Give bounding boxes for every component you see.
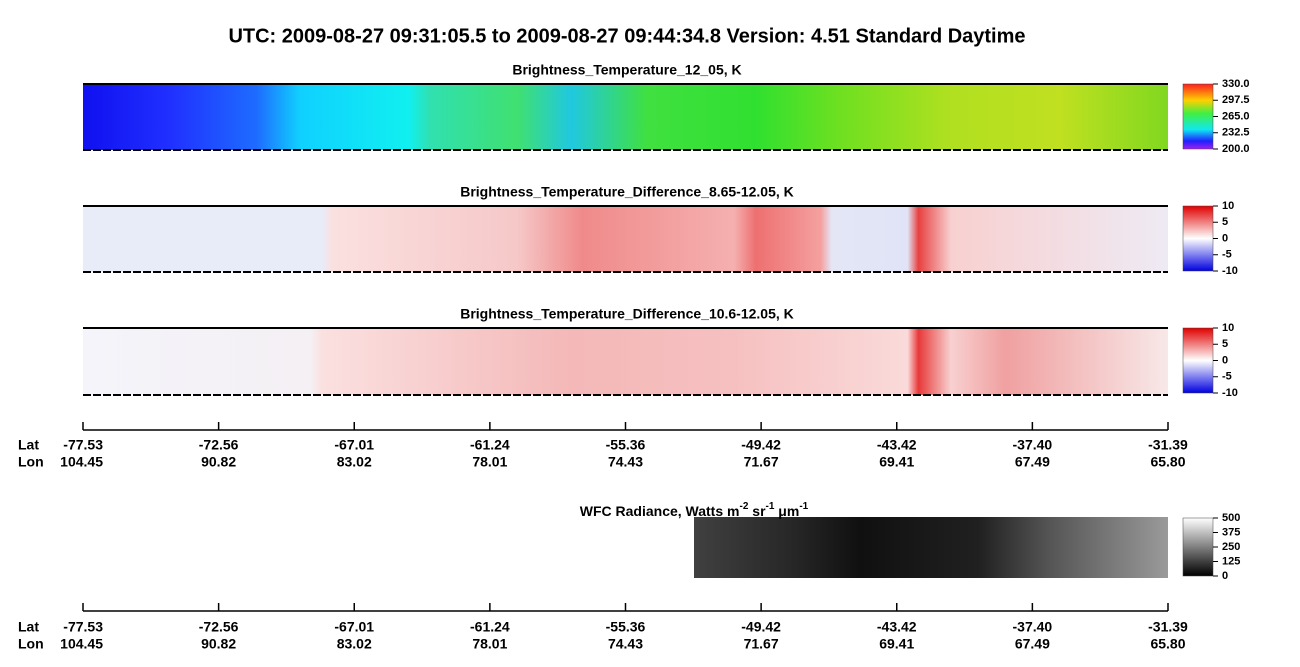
- panel-borders: [83, 83, 1168, 396]
- colorbar-tick-label: -10: [1222, 387, 1238, 399]
- colorbar-tick-label: 297.5: [1222, 94, 1250, 106]
- lon-tick-label: 83.02: [337, 636, 372, 652]
- lat-tick-label: -61.24: [470, 619, 510, 635]
- lon-tick-label: 78.01: [472, 454, 507, 470]
- colorbar-tick-label: -10: [1222, 265, 1238, 277]
- colorbar: [1182, 205, 1214, 272]
- lat-tick-label: -37.40: [1013, 619, 1053, 635]
- lon-tick-label: 90.82: [201, 454, 236, 470]
- colorbar-tick-label: -5: [1222, 371, 1232, 383]
- lon-tick-label: 71.67: [744, 454, 779, 470]
- colorbar-tick-label: 10: [1222, 322, 1234, 334]
- lon-tick-label: 71.67: [744, 636, 779, 652]
- lon-tick-label: 104.45: [60, 636, 103, 652]
- image-panel: [83, 84, 1168, 150]
- colorbar: [1182, 83, 1214, 150]
- colorbar-tick-label: 265.0: [1222, 110, 1250, 122]
- lat-tick-label: -49.42: [741, 437, 781, 453]
- colorbar-tick-label: 5: [1222, 216, 1228, 228]
- colorbar-tick-label: 250: [1222, 541, 1240, 553]
- colorbar-tick-label: 375: [1222, 526, 1240, 538]
- lon-tick-label: 65.80: [1150, 636, 1185, 652]
- lon-tick-label: 74.43: [608, 454, 643, 470]
- panel-title: Brightness_Temperature_Difference_10.6-1…: [460, 306, 794, 322]
- lat-tick-label: -77.53: [63, 619, 103, 635]
- colorbar: [1182, 517, 1214, 577]
- lat-tick-label: -61.24: [470, 437, 510, 453]
- colorbar-tick-label: 0: [1222, 570, 1228, 582]
- colorbar-tick-label: 200.0: [1222, 143, 1250, 155]
- lat-tick-label: -43.42: [877, 619, 917, 635]
- colorbar-tick-label: 232.5: [1222, 127, 1250, 139]
- lat-tick-label: -37.40: [1013, 437, 1053, 453]
- lon-tick-label: 67.49: [1015, 454, 1050, 470]
- panel-title: Brightness_Temperature_12_05, K: [512, 62, 741, 78]
- axis-label: Lat: [18, 437, 39, 453]
- lat-tick-label: -55.36: [606, 437, 646, 453]
- image-panel: [83, 328, 1168, 395]
- lat-tick-label: -43.42: [877, 437, 917, 453]
- lat-tick-label: -55.36: [606, 619, 646, 635]
- lon-tick-label: 90.82: [201, 636, 236, 652]
- lat-tick-label: -31.39: [1148, 619, 1188, 635]
- lon-tick-label: 104.45: [60, 454, 103, 470]
- colorbar-tick-label: 0: [1222, 354, 1228, 366]
- axis-label: Lon: [18, 454, 44, 470]
- lat-tick-label: -77.53: [63, 437, 103, 453]
- lat-tick-label: -67.01: [334, 619, 374, 635]
- colorbar-tick-label: -5: [1222, 249, 1232, 261]
- axis-label: Lon: [18, 636, 44, 652]
- colorbar-tick-label: 5: [1222, 338, 1228, 350]
- axis-label: Lat: [18, 619, 39, 635]
- wfc-title: WFC Radiance, Watts m-2 sr-1 μm-1: [580, 501, 809, 519]
- figure-title: UTC: 2009-08-27 09:31:05.5 to 2009-08-27…: [228, 25, 1025, 47]
- lon-tick-label: 69.41: [879, 454, 914, 470]
- colorbar-tick-label: 330.0: [1222, 78, 1250, 90]
- colorbar-tick-label: 10: [1222, 200, 1234, 212]
- lon-tick-label: 78.01: [472, 636, 507, 652]
- lon-tick-label: 83.02: [337, 454, 372, 470]
- lon-tick-label: 67.49: [1015, 636, 1050, 652]
- colorbar: [1182, 327, 1214, 394]
- lon-tick-label: 69.41: [879, 636, 914, 652]
- colorbar-tick-label: 500: [1222, 512, 1240, 524]
- panel-title: Brightness_Temperature_Difference_8.65-1…: [460, 184, 794, 200]
- lat-tick-label: -72.56: [199, 619, 239, 635]
- lon-tick-label: 74.43: [608, 636, 643, 652]
- lat-tick-label: -31.39: [1148, 437, 1188, 453]
- lat-tick-label: -72.56: [199, 437, 239, 453]
- colorbar-tick-label: 125: [1222, 555, 1240, 567]
- image-panel: [83, 206, 1168, 272]
- lon-tick-label: 65.80: [1150, 454, 1185, 470]
- colorbar-tick-label: 0: [1222, 232, 1228, 244]
- image-panel: [694, 517, 1168, 578]
- lat-tick-label: -67.01: [334, 437, 374, 453]
- lat-tick-label: -49.42: [741, 619, 781, 635]
